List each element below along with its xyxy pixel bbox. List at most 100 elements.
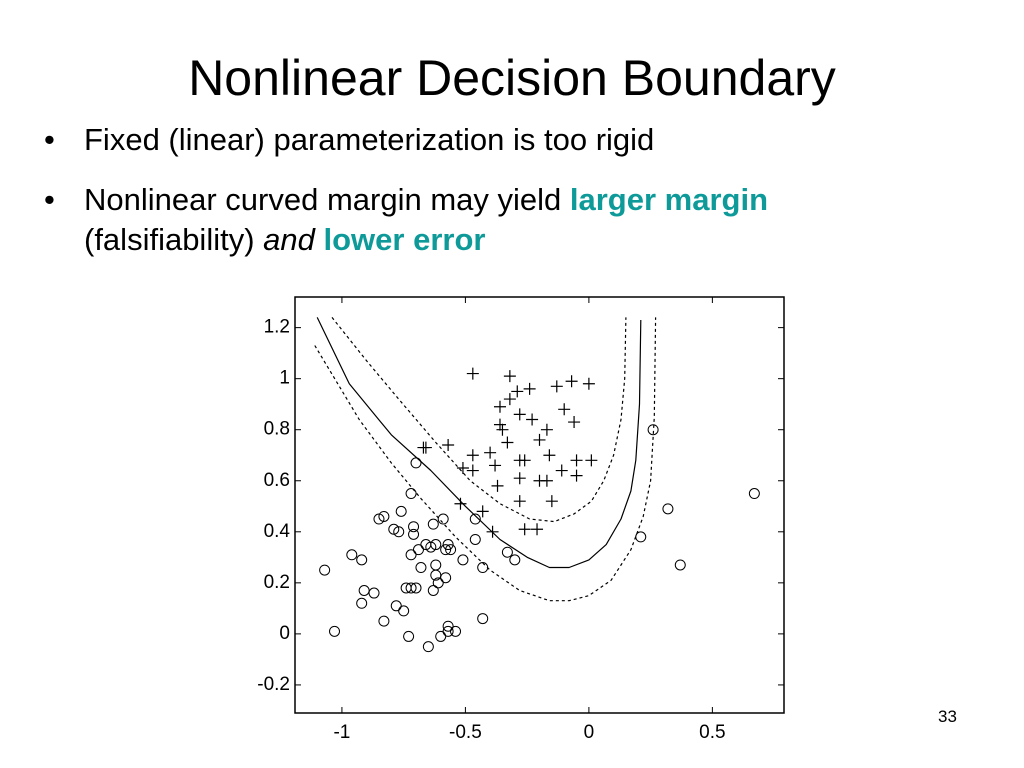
plus-point	[442, 439, 455, 452]
plus-point	[570, 454, 583, 467]
circle-point	[477, 613, 489, 625]
circle-point	[405, 582, 417, 594]
circle-point	[378, 510, 390, 522]
plus-point	[555, 464, 568, 477]
plus-point	[511, 385, 524, 398]
plus-point	[518, 523, 531, 536]
circle-point	[748, 488, 760, 500]
plus-point	[513, 408, 526, 421]
page-number: 33	[938, 707, 957, 726]
plus-point	[454, 497, 467, 510]
circle-point	[469, 533, 481, 545]
plus-point	[582, 377, 595, 390]
circle-point	[422, 641, 434, 653]
plus-point	[531, 523, 544, 536]
circle-point	[390, 600, 402, 612]
bullet-text: (falsifiability)	[84, 222, 264, 257]
circle-point	[346, 549, 358, 561]
highlight: lower error	[314, 222, 486, 257]
circle-point	[442, 539, 454, 551]
x-tick-label: 0	[584, 722, 595, 743]
y-tick-label: 1.2	[264, 317, 290, 338]
circle-point	[405, 488, 417, 500]
plus-point	[523, 382, 536, 395]
plus-point	[496, 423, 509, 436]
circle-point	[427, 518, 439, 530]
y-tick-label: 0.6	[264, 470, 290, 491]
x-tick-label: -1	[333, 722, 350, 743]
margin-curve	[331, 317, 627, 523]
circle-point	[647, 424, 659, 436]
circle-point	[393, 526, 405, 538]
circle-point	[378, 615, 390, 627]
plus-point	[501, 436, 514, 449]
bullet: • Nonlinear curved margin may yield larg…	[44, 182, 768, 257]
circle-point	[477, 562, 489, 574]
circle-point	[415, 562, 427, 574]
circle-point	[329, 625, 341, 637]
circle-point	[674, 559, 686, 571]
plus-point	[568, 416, 581, 429]
plus-point	[526, 413, 539, 426]
circle-point	[435, 630, 447, 642]
circle-point	[437, 513, 449, 525]
circle-point	[442, 620, 454, 632]
plus-point	[484, 446, 497, 459]
plus-point	[489, 459, 502, 472]
circle-point	[450, 625, 462, 637]
plus-point	[565, 375, 578, 388]
plus-point	[476, 505, 489, 518]
circle-point	[430, 559, 442, 571]
circle-point	[410, 457, 422, 469]
circle-point	[412, 544, 424, 556]
highlight: larger margin	[569, 182, 768, 217]
circle-point	[410, 582, 422, 594]
circle-point	[388, 523, 400, 535]
margin-curve	[314, 317, 657, 602]
circle-point	[356, 554, 368, 566]
y-tick-label: 0.8	[264, 419, 290, 440]
circle-point	[358, 584, 370, 596]
plus-point	[417, 441, 430, 454]
bullet: • Fixed (linear) parameterization is too…	[44, 122, 655, 157]
plus-point	[513, 495, 526, 508]
bullet-text: Nonlinear curved margin may yield	[84, 182, 570, 217]
x-tick-label: -0.5	[449, 722, 482, 743]
plus-point	[550, 380, 563, 393]
y-tick-label: -0.2	[257, 674, 290, 695]
plus-point	[540, 423, 553, 436]
plus-point	[558, 403, 571, 416]
circle-point	[501, 546, 513, 558]
y-tick-label: 0.4	[264, 521, 291, 542]
circle-point	[440, 544, 452, 556]
circle-point	[319, 564, 331, 576]
circle-point	[469, 513, 481, 525]
circle-point	[445, 544, 457, 556]
plus-point	[540, 474, 553, 487]
circle-point	[442, 625, 454, 637]
circle-point	[662, 503, 674, 515]
plus-point	[466, 464, 479, 477]
plus-point	[491, 479, 504, 492]
circle-point	[457, 554, 469, 566]
plus-point	[493, 400, 506, 413]
plus-point	[570, 469, 583, 482]
circle-point	[427, 584, 439, 596]
circle-point	[403, 630, 415, 642]
plus-point	[503, 393, 516, 406]
circle-point	[430, 539, 442, 551]
circle-point	[425, 541, 437, 553]
y-tick-label: 0.2	[264, 572, 290, 593]
circle-point	[398, 605, 410, 617]
y-tick-label: 0	[279, 623, 290, 644]
circle-point	[373, 513, 385, 525]
circle-point	[408, 521, 420, 533]
circle-point	[356, 597, 368, 609]
circle-point	[432, 577, 444, 589]
plus-point	[456, 461, 469, 474]
circle-point	[405, 549, 417, 561]
emphasis: and	[263, 222, 315, 257]
plus-point	[533, 433, 546, 446]
slide-title: Nonlinear Decision Boundary	[188, 50, 836, 106]
